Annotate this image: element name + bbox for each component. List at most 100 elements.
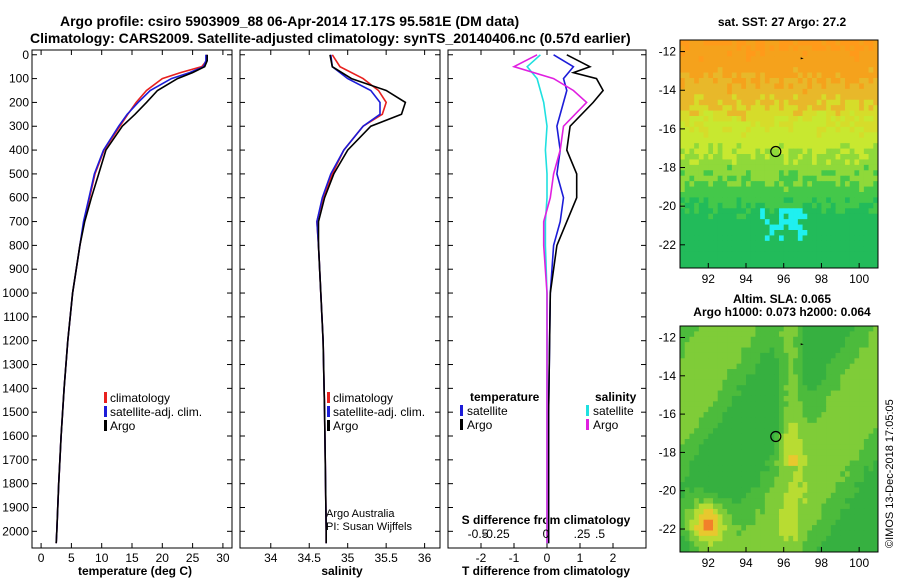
map-cell — [717, 417, 723, 424]
map-cell — [845, 525, 851, 531]
map-cell — [826, 110, 832, 117]
map-cell — [698, 422, 704, 429]
map-cell — [812, 460, 818, 467]
map-cell — [854, 460, 860, 467]
map-cell — [797, 342, 803, 348]
map-cell — [680, 72, 686, 79]
map-cell — [793, 460, 799, 467]
map-cell — [717, 110, 723, 117]
map-cell — [746, 137, 752, 144]
map-cell — [713, 143, 719, 149]
map-cell — [779, 257, 785, 263]
map-cell — [746, 439, 752, 445]
map-cell — [779, 390, 785, 397]
map-cell — [684, 164, 690, 171]
map-cell — [774, 352, 780, 359]
map-cell — [694, 246, 700, 253]
map-cell — [708, 94, 714, 101]
map-cell — [741, 476, 747, 483]
map-cell — [760, 192, 766, 198]
map-cell — [694, 374, 700, 381]
map-cell — [849, 482, 855, 488]
map-cell — [868, 492, 874, 499]
map-cell — [840, 395, 846, 402]
map-cell — [849, 202, 855, 209]
map-cell — [783, 449, 789, 456]
map-cell — [788, 224, 794, 231]
map-cell — [713, 170, 719, 177]
map-cell — [835, 154, 841, 160]
map-cell — [816, 40, 822, 46]
map-cell — [755, 342, 761, 348]
map-cell — [859, 535, 865, 542]
map-cell — [873, 514, 879, 521]
map-cell — [840, 503, 846, 510]
map-cell — [840, 159, 846, 166]
map-cell — [821, 498, 827, 504]
map-cell — [868, 422, 874, 429]
map-cell — [840, 137, 846, 144]
map-cell — [826, 422, 832, 429]
map-cell — [830, 262, 836, 269]
map-cell — [731, 363, 737, 370]
map-cell — [840, 257, 846, 263]
map-cell — [689, 460, 695, 467]
map-cell — [873, 121, 879, 128]
map-cell — [764, 352, 770, 359]
map-cell — [835, 240, 841, 247]
map-cell — [769, 439, 775, 445]
map-cell — [717, 40, 723, 46]
map-cell — [694, 170, 700, 177]
map-cell — [840, 455, 846, 461]
map-cell — [760, 401, 766, 408]
map-cell — [797, 487, 803, 494]
map-cell — [845, 208, 851, 215]
map-cell — [736, 347, 742, 354]
map-cell — [746, 192, 752, 198]
map-cell — [854, 105, 860, 111]
map-cell — [863, 246, 869, 253]
map-cell — [703, 110, 709, 117]
map-cell — [802, 412, 808, 418]
map-cell — [826, 159, 832, 166]
map-cell — [703, 175, 709, 182]
map-cell — [873, 40, 879, 46]
map-cell — [694, 230, 700, 236]
map-cell — [826, 235, 832, 242]
map-cell — [854, 433, 860, 440]
map-cell — [802, 213, 808, 220]
map-cell — [807, 230, 813, 236]
map-cell — [774, 422, 780, 429]
map-cell — [835, 358, 841, 365]
map-cell — [703, 170, 709, 177]
map-cell — [835, 132, 841, 139]
map-cell — [802, 78, 808, 84]
map-cell — [689, 181, 695, 187]
map-cell — [854, 444, 860, 451]
map-cell — [764, 455, 770, 461]
x-tick-label: 35 — [341, 551, 355, 565]
map-cell — [694, 385, 700, 391]
map-cell — [812, 78, 818, 84]
map-cell — [797, 50, 803, 57]
map-cell — [698, 208, 704, 215]
map-cell — [859, 121, 865, 128]
map-cell — [680, 224, 686, 231]
map-cell — [722, 385, 728, 391]
map-cell — [863, 503, 869, 510]
map-cell — [812, 105, 818, 111]
map-cell — [760, 72, 766, 79]
map-cell — [698, 72, 704, 79]
map-cell — [802, 331, 808, 338]
map-cell — [708, 40, 714, 46]
map-cell — [802, 67, 808, 73]
map-cell — [684, 465, 690, 472]
map-cell — [859, 525, 865, 531]
map-cell — [774, 546, 780, 553]
map-cell — [769, 476, 775, 483]
map-cell — [788, 460, 794, 467]
map-cell — [755, 246, 761, 253]
map-cell — [816, 208, 822, 215]
map-cell — [779, 235, 785, 242]
map-cell — [703, 433, 709, 440]
